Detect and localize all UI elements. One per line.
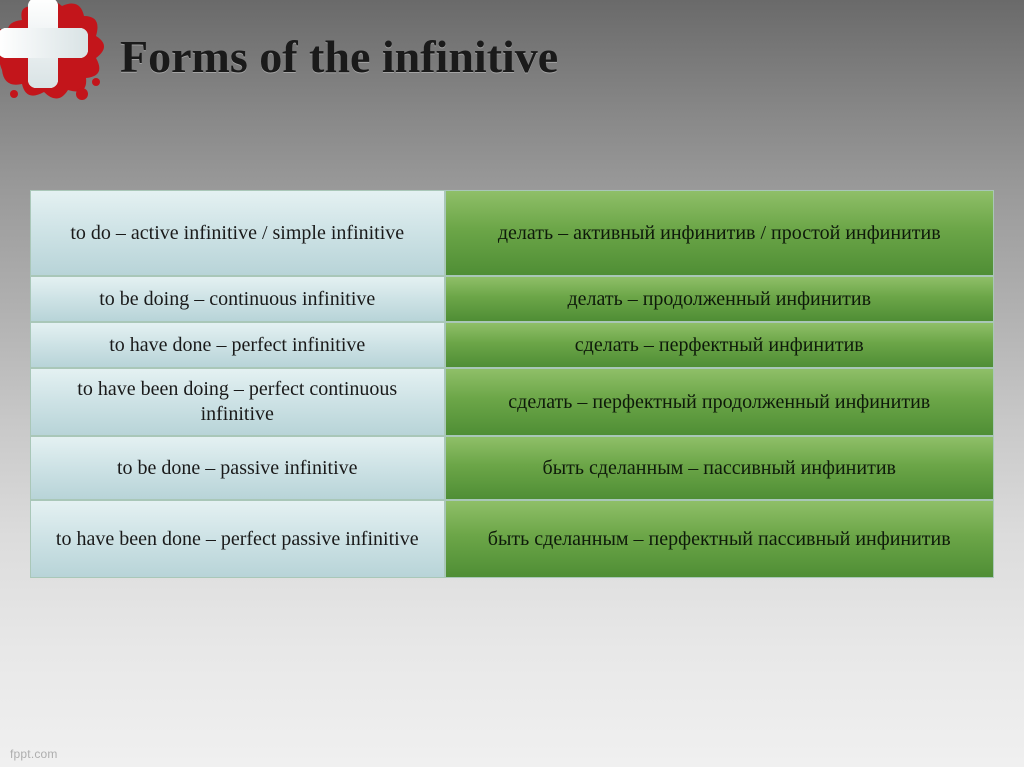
english-form-cell: to be done – passive infinitive bbox=[30, 436, 445, 500]
english-form-cell: to do – active infinitive / simple infin… bbox=[30, 190, 445, 276]
english-form-cell: to have done – perfect infinitive bbox=[30, 322, 445, 368]
russian-translation-cell: сделать – перфектный продолженный инфини… bbox=[445, 368, 994, 436]
slide-title: Forms of the infinitive bbox=[120, 30, 558, 83]
infinitive-forms-table: to do – active infinitive / simple infin… bbox=[30, 190, 994, 578]
table-row: to have been doing – perfect continuous … bbox=[30, 368, 994, 436]
russian-translation-cell: делать – продолженный инфинитив bbox=[445, 276, 994, 322]
russian-translation-cell: быть сделанным – перфектный пассивный ин… bbox=[445, 500, 994, 578]
english-form-cell: to be doing – continuous infinitive bbox=[30, 276, 445, 322]
medical-cross-icon bbox=[0, 0, 112, 112]
table-row: to have done – perfect infinitiveсделать… bbox=[30, 322, 994, 368]
russian-translation-cell: быть сделанным – пассивный инфинитив bbox=[445, 436, 994, 500]
watermark: fppt.com bbox=[10, 747, 58, 761]
table-row: to be done – passive infinitiveбыть сдел… bbox=[30, 436, 994, 500]
russian-translation-cell: сделать – перфектный инфинитив bbox=[445, 322, 994, 368]
english-form-cell: to have been doing – perfect continuous … bbox=[30, 368, 445, 436]
table-row: to do – active infinitive / simple infin… bbox=[30, 190, 994, 276]
english-form-cell: to have been done – perfect passive infi… bbox=[30, 500, 445, 578]
slide-logo bbox=[0, 0, 112, 112]
table-row: to be doing – continuous infinitiveделат… bbox=[30, 276, 994, 322]
russian-translation-cell: делать – активный инфинитив / простой ин… bbox=[445, 190, 994, 276]
table-row: to have been done – perfect passive infi… bbox=[30, 500, 994, 578]
